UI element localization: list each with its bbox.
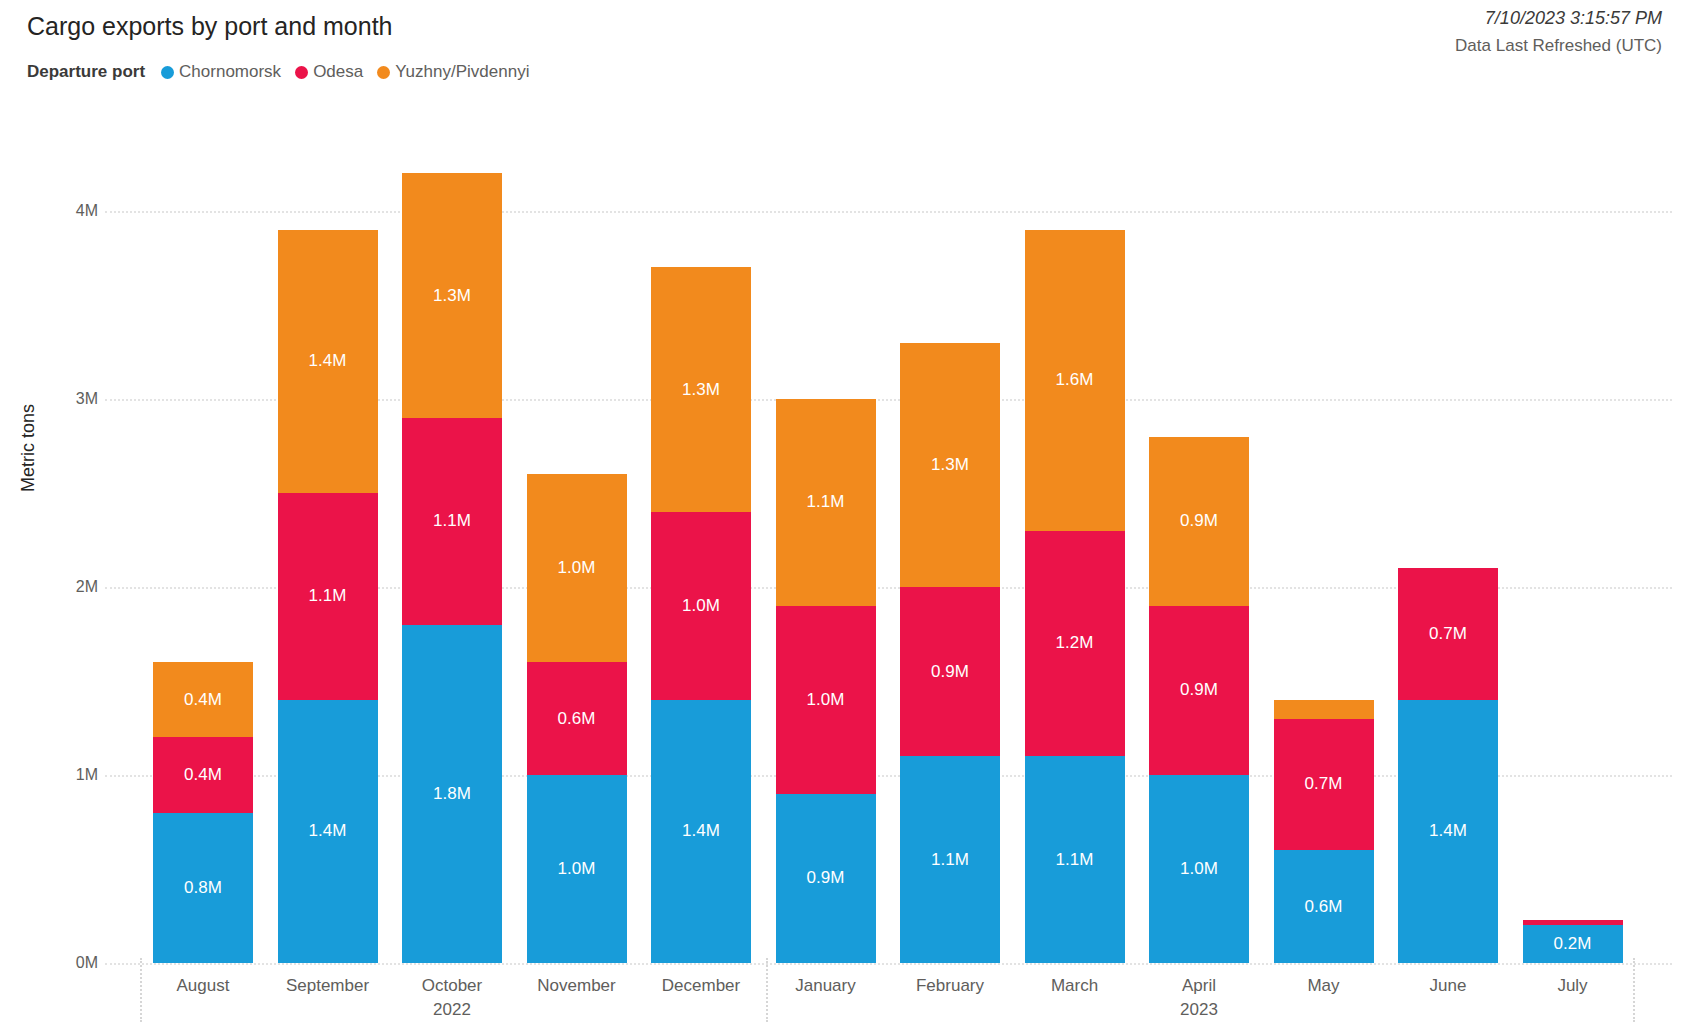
x-tick-june: June [1386, 976, 1510, 996]
legend-item-odesa[interactable]: Odesa [295, 62, 363, 82]
y-tick-3M: 3M [38, 390, 98, 408]
bar-value-label: 1.4M [278, 351, 378, 371]
y-tick-4M: 4M [38, 202, 98, 220]
bar-value-label: 1.6M [1025, 370, 1125, 390]
bar-value-label: 0.6M [527, 709, 627, 729]
legend-dot-icon [295, 66, 308, 79]
bar-november[interactable]: 1.0M 0.6M 1.0M [527, 474, 627, 963]
x-tick-august: August [141, 976, 265, 996]
bar-value-label: 0.2M [1523, 934, 1623, 954]
bar-value-label: 1.8M [402, 784, 502, 804]
x-tick-march: March [1013, 976, 1137, 996]
y-axis-title: Metric tons [18, 404, 39, 492]
bar-value-label: 1.0M [527, 859, 627, 879]
bar-october[interactable]: 1.8M 1.1M 1.3M [402, 173, 502, 963]
bar-value-label: 1.0M [776, 690, 876, 710]
bar-value-label: 0.7M [1274, 774, 1374, 794]
gridline-0M [105, 963, 1672, 965]
bar-value-label: 1.3M [402, 286, 502, 306]
y-tick-2M: 2M [38, 578, 98, 596]
segment-july-odesa[interactable] [1523, 920, 1623, 926]
bar-january[interactable]: 0.9M 1.0M 1.1M [776, 399, 876, 963]
bar-september[interactable]: 1.4M 1.1M 1.4M [278, 230, 378, 963]
x-tick-january: January [764, 976, 888, 996]
x-tick-february: February [888, 976, 1012, 996]
bar-value-label: 1.0M [651, 596, 751, 616]
bar-value-label: 1.3M [900, 455, 1000, 475]
bar-value-label: 0.7M [1398, 624, 1498, 644]
bar-august[interactable]: 0.8M 0.4M 0.4M [153, 662, 253, 963]
bar-value-label: 0.4M [153, 690, 253, 710]
bar-value-label: 0.4M [153, 765, 253, 785]
x-year-2022: 2022 [390, 1000, 514, 1020]
bar-value-label: 1.4M [651, 821, 751, 841]
bar-value-label: 0.9M [776, 868, 876, 888]
y-tick-0M: 0M [38, 954, 98, 972]
legend-item-label: Odesa [313, 62, 363, 82]
x-tick-april: April [1137, 976, 1261, 996]
x-tick-july: July [1511, 976, 1635, 996]
bar-value-label: 1.0M [527, 558, 627, 578]
legend-dot-icon [377, 66, 390, 79]
x-tick-november: November [515, 976, 639, 996]
bar-july[interactable]: 0.2M [1523, 920, 1623, 963]
chart-title: Cargo exports by port and month [27, 12, 392, 41]
bar-value-label: 0.9M [1149, 680, 1249, 700]
bar-december[interactable]: 1.4M 1.0M 1.3M [651, 267, 751, 963]
x-tick-december: December [639, 976, 763, 996]
x-tick-october: October [390, 976, 514, 996]
bar-april[interactable]: 1.0M 0.9M 0.9M [1149, 437, 1249, 963]
bar-value-label: 0.9M [900, 662, 1000, 682]
bar-value-label: 1.3M [651, 380, 751, 400]
y-tick-1M: 1M [38, 766, 98, 784]
legend-item-chornomorsk[interactable]: Chornomorsk [161, 62, 281, 82]
refresh-note: Data Last Refreshed (UTC) [1455, 36, 1662, 56]
bar-value-label: 1.1M [402, 511, 502, 531]
legend-title: Departure port [27, 62, 145, 82]
bar-value-label: 1.1M [278, 586, 378, 606]
bar-value-label: 0.9M [1149, 511, 1249, 531]
legend-dot-icon [161, 66, 174, 79]
bar-value-label: 1.2M [1025, 633, 1125, 653]
refresh-stamp: 7/10/2023 3:15:57 PM Data Last Refreshed… [1455, 8, 1662, 56]
x-tick-may: May [1262, 976, 1386, 996]
bar-march[interactable]: 1.1M 1.2M 1.6M [1025, 230, 1125, 963]
bar-value-label: 1.0M [1149, 859, 1249, 879]
legend-item-label: Yuzhny/Pivdennyi [395, 62, 529, 82]
bar-value-label: 0.8M [153, 878, 253, 898]
segment-may-yuzhny-pivdennyi[interactable] [1274, 700, 1374, 719]
legend-item-label: Chornomorsk [179, 62, 281, 82]
refresh-timestamp: 7/10/2023 3:15:57 PM [1455, 8, 1662, 29]
x-year-2023: 2023 [1137, 1000, 1261, 1020]
bar-value-label: 1.1M [900, 850, 1000, 870]
bar-value-label: 1.4M [278, 821, 378, 841]
bar-february[interactable]: 1.1M 0.9M 1.3M [900, 343, 1000, 963]
bar-june[interactable]: 1.4M 0.7M [1398, 568, 1498, 963]
legend-item-yuzhny-pivdennyi[interactable]: Yuzhny/Pivdennyi [377, 62, 529, 82]
bar-value-label: 0.6M [1274, 897, 1374, 917]
bar-value-label: 1.1M [776, 492, 876, 512]
report-canvas: Cargo exports by port and month Departur… [0, 0, 1688, 1025]
bar-value-label: 1.4M [1398, 821, 1498, 841]
legend: Departure port Chornomorsk Odesa Yuzhny/Pi… [27, 62, 543, 82]
bar-value-label: 1.1M [1025, 850, 1125, 870]
gridline-4M [105, 211, 1672, 213]
x-tick-september: September [266, 976, 390, 996]
bar-may[interactable]: 0.6M 0.7M [1274, 700, 1374, 963]
